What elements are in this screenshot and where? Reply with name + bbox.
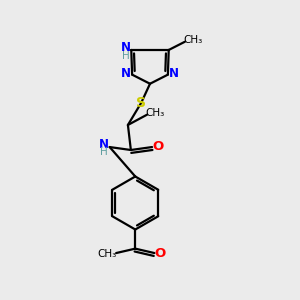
Text: O: O [155, 247, 166, 260]
Text: N: N [99, 138, 110, 151]
Text: H: H [100, 147, 108, 158]
Text: N: N [169, 67, 179, 80]
Text: CH₃: CH₃ [146, 108, 165, 118]
Text: CH₃: CH₃ [97, 249, 116, 259]
Text: H: H [122, 51, 130, 61]
Text: N: N [121, 67, 131, 80]
Text: S: S [136, 97, 146, 110]
Text: CH₃: CH₃ [184, 35, 203, 45]
Text: N: N [121, 41, 131, 54]
Text: O: O [152, 140, 164, 153]
